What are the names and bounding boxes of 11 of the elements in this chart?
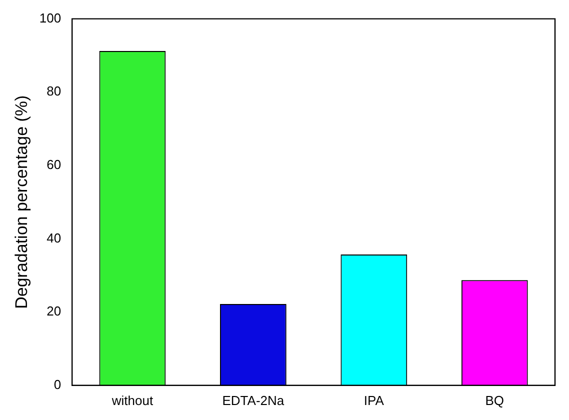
y-tick-label: 80 (46, 84, 62, 99)
x-tick-label: EDTA-2Na (222, 392, 285, 408)
x-tick-label: IPA (364, 392, 384, 408)
x-tick-label: BQ (485, 392, 504, 408)
y-tick-label: 60 (46, 157, 62, 172)
y-tick-label: 0 (54, 376, 62, 392)
y-axis-title: Degradation percentage (%) (12, 95, 31, 309)
x-tick-label: without (110, 392, 154, 408)
y-tick-label: 40 (46, 230, 62, 246)
y-tick-label: 100 (39, 10, 62, 26)
y-tick-label: 20 (46, 304, 62, 319)
